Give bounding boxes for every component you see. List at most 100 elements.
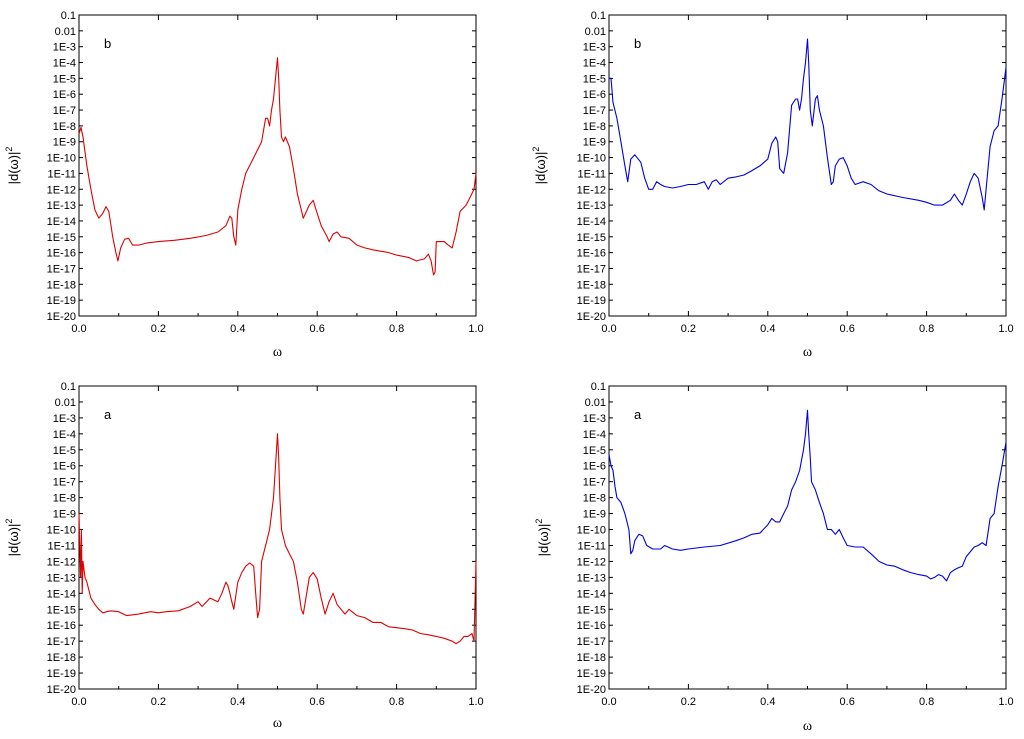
y-tick-label: 1E-8 — [53, 493, 76, 505]
y-tick-label: 1E-10 — [577, 525, 606, 537]
y-tick-label: 1E-4 — [583, 429, 606, 441]
x-axis-title: ω — [803, 345, 812, 360]
y-tick-label: 1E-17 — [577, 636, 606, 648]
x-tick-label: 0.4 — [230, 696, 245, 708]
y-tick-label: 1E-20 — [577, 311, 606, 323]
y-tick-label: 1E-17 — [577, 263, 606, 275]
y-tick-label: 1E-9 — [583, 509, 606, 521]
y-tick-label: 0.1 — [61, 10, 76, 22]
y-tick-label: 1E-19 — [577, 295, 606, 307]
y-tick-label: 1E-5 — [583, 445, 606, 457]
panel-label: a — [104, 407, 112, 422]
y-tick-label: 1E-17 — [47, 636, 76, 648]
x-tick-label: 0.6 — [840, 323, 855, 335]
y-tick-label: 1E-4 — [583, 58, 606, 70]
plot-frame — [608, 385, 1007, 690]
y-tick-label: 1E-20 — [577, 684, 606, 696]
y-tick-label: 1E-4 — [53, 429, 76, 441]
y-tick-label: 1E-17 — [47, 263, 76, 275]
x-tick-label: 0.0 — [71, 323, 86, 335]
y-axis-title-superscript: 2 — [4, 147, 14, 152]
y-tick-label: 1E-3 — [583, 413, 606, 425]
y-tick-label: 1E-18 — [577, 279, 606, 291]
y-tick-label: 1E-3 — [53, 42, 76, 54]
y-tick-label: 1E-16 — [577, 620, 606, 632]
series-line — [609, 38, 1007, 211]
y-tick-label: 1E-7 — [583, 477, 606, 489]
y-tick-label: 1E-18 — [577, 652, 606, 664]
y-tick-label: 1E-15 — [577, 232, 606, 244]
y-axis-title-text: |d(ω)| — [533, 152, 548, 185]
y-tick-label: 1E-11 — [47, 540, 76, 552]
x-axis-title: ω — [273, 716, 282, 731]
y-tick-label: 1E-19 — [577, 668, 606, 680]
x-tick-label: 0.6 — [840, 696, 855, 708]
y-tick-label: 1E-15 — [47, 604, 76, 616]
x-tick-label: 0.8 — [919, 696, 934, 708]
y-tick-label: 1E-18 — [47, 279, 76, 291]
chart-panel-4: 0.1 0.01 1E-3 1E-4 1E-5 1E-6 1E-7 1E-8 1E-9 1E-10… — [534, 381, 1014, 734]
y-tick-label: 0.01 — [55, 397, 76, 409]
y-tick-label: 1E-14 — [577, 588, 606, 600]
y-tick-label: 1E-15 — [577, 604, 606, 616]
y-tick-label: 1E-8 — [583, 121, 606, 133]
chart-panel-3: 0.1 0.01 1E-3 1E-4 1E-5 1E-6 1E-7 1E-8 1E-9 1E-10… — [4, 381, 484, 731]
x-tick-label: 0.6 — [310, 323, 325, 335]
y-tick-label: 1E-13 — [47, 572, 76, 584]
y-tick-label: 1E-3 — [583, 42, 606, 54]
y-axis-title-text: |d(ω)| — [6, 524, 21, 557]
y-tick-label: 1E-10 — [577, 153, 606, 165]
y-tick-label: 1E-6 — [583, 89, 606, 101]
y-tick-label: 1E-6 — [53, 461, 76, 473]
y-tick-label: 1E-18 — [47, 652, 76, 664]
y-tick-label: 1E-13 — [577, 200, 606, 212]
y-tick-label: 1E-16 — [47, 620, 76, 632]
y-tick-label: 1E-12 — [47, 184, 76, 196]
series-line — [608, 409, 1007, 582]
plot-frame — [608, 14, 1007, 317]
x-tick-label: 0.0 — [601, 696, 616, 708]
chart-panel-2: 0.1 0.01 1E-3 1E-4 1E-5 1E-6 1E-7 1E-8 1E-9 1E-10… — [531, 10, 1014, 360]
y-axis-title-text: |d(ω)| — [536, 524, 551, 557]
series-line — [78, 433, 477, 645]
x-tick-label: 0.0 — [71, 696, 86, 708]
chart-panel-1: 0.1 0.01 1E-3 1E-4 1E-5 1E-6 1E-7 1E-8 1E-9 1E-10… — [4, 10, 484, 360]
x-tick-label: 1.0 — [468, 323, 483, 335]
y-tick-label: 1E-9 — [583, 137, 606, 149]
y-tick-label: 1E-20 — [47, 684, 76, 696]
y-axis-title-superscript: 2 — [531, 147, 541, 152]
y-tick-label: 1E-10 — [47, 153, 76, 165]
y-tick-label: 1E-12 — [577, 556, 606, 568]
x-tick-label: 0.2 — [151, 696, 166, 708]
y-tick-label: 1E-11 — [577, 540, 606, 552]
x-axis-title: ω — [273, 345, 282, 360]
x-tick-label: 0.2 — [681, 323, 696, 335]
x-tick-label: 0.8 — [389, 323, 404, 335]
y-tick-label: 0.01 — [585, 26, 606, 38]
y-tick-label: 1E-11 — [47, 168, 76, 180]
y-tick-label: 0.01 — [55, 26, 76, 38]
y-tick-label: 1E-5 — [53, 73, 76, 85]
y-tick-label: 1E-14 — [47, 216, 76, 228]
x-tick-label: 0.8 — [919, 323, 934, 335]
y-tick-label: 1E-16 — [577, 248, 606, 260]
panel-label: a — [634, 407, 642, 422]
x-tick-label: 0.2 — [151, 323, 166, 335]
x-tick-label: 0.2 — [681, 696, 696, 708]
y-tick-label: 1E-9 — [53, 137, 76, 149]
y-tick-label: 1E-14 — [47, 588, 76, 600]
y-tick-label: 1E-9 — [53, 509, 76, 521]
y-tick-label: 1E-8 — [583, 493, 606, 505]
y-tick-label: 1E-15 — [47, 232, 76, 244]
y-tick-label: 1E-11 — [577, 168, 606, 180]
x-tick-label: 0.0 — [601, 323, 616, 335]
y-axis-title-superscript: 2 — [4, 519, 14, 524]
y-tick-label: 1E-13 — [47, 200, 76, 212]
y-tick-label: 1E-12 — [577, 184, 606, 196]
x-tick-label: 0.6 — [310, 696, 325, 708]
x-tick-label: 0.4 — [230, 323, 245, 335]
y-tick-label: 1E-5 — [583, 73, 606, 85]
y-tick-label: 1E-3 — [53, 413, 76, 425]
y-axis-title: |d(ω)|2 — [4, 519, 21, 557]
x-tick-label: 0.4 — [760, 696, 775, 708]
